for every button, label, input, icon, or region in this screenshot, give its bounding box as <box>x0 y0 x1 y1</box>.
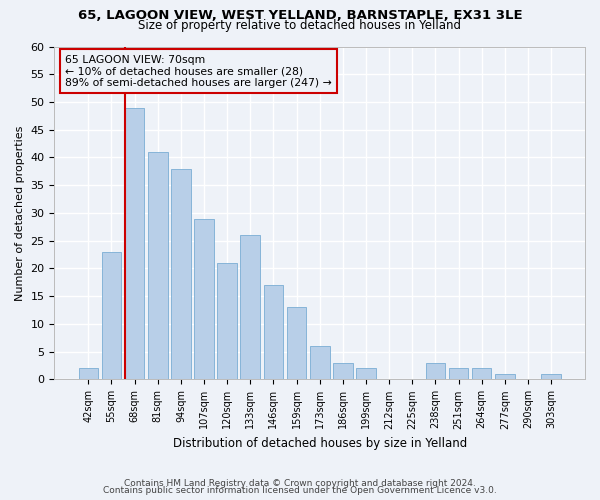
Y-axis label: Number of detached properties: Number of detached properties <box>15 126 25 300</box>
Bar <box>541 374 561 380</box>
Text: Contains HM Land Registry data © Crown copyright and database right 2024.: Contains HM Land Registry data © Crown c… <box>124 478 476 488</box>
Bar <box>425 363 445 380</box>
Bar <box>356 368 376 380</box>
Bar <box>79 368 98 380</box>
Bar <box>194 218 214 380</box>
Bar <box>449 368 469 380</box>
Bar <box>472 368 491 380</box>
Bar <box>101 252 121 380</box>
Bar <box>263 285 283 380</box>
X-axis label: Distribution of detached houses by size in Yelland: Distribution of detached houses by size … <box>173 437 467 450</box>
Bar <box>241 235 260 380</box>
Bar <box>217 263 237 380</box>
Text: Size of property relative to detached houses in Yelland: Size of property relative to detached ho… <box>139 19 461 32</box>
Bar <box>125 108 145 380</box>
Bar <box>333 363 353 380</box>
Text: Contains public sector information licensed under the Open Government Licence v3: Contains public sector information licen… <box>103 486 497 495</box>
Bar <box>287 308 307 380</box>
Bar <box>171 168 191 380</box>
Text: 65 LAGOON VIEW: 70sqm
← 10% of detached houses are smaller (28)
89% of semi-deta: 65 LAGOON VIEW: 70sqm ← 10% of detached … <box>65 55 332 88</box>
Bar <box>310 346 329 380</box>
Bar <box>148 152 167 380</box>
Text: 65, LAGOON VIEW, WEST YELLAND, BARNSTAPLE, EX31 3LE: 65, LAGOON VIEW, WEST YELLAND, BARNSTAPL… <box>77 9 523 22</box>
Bar <box>495 374 515 380</box>
